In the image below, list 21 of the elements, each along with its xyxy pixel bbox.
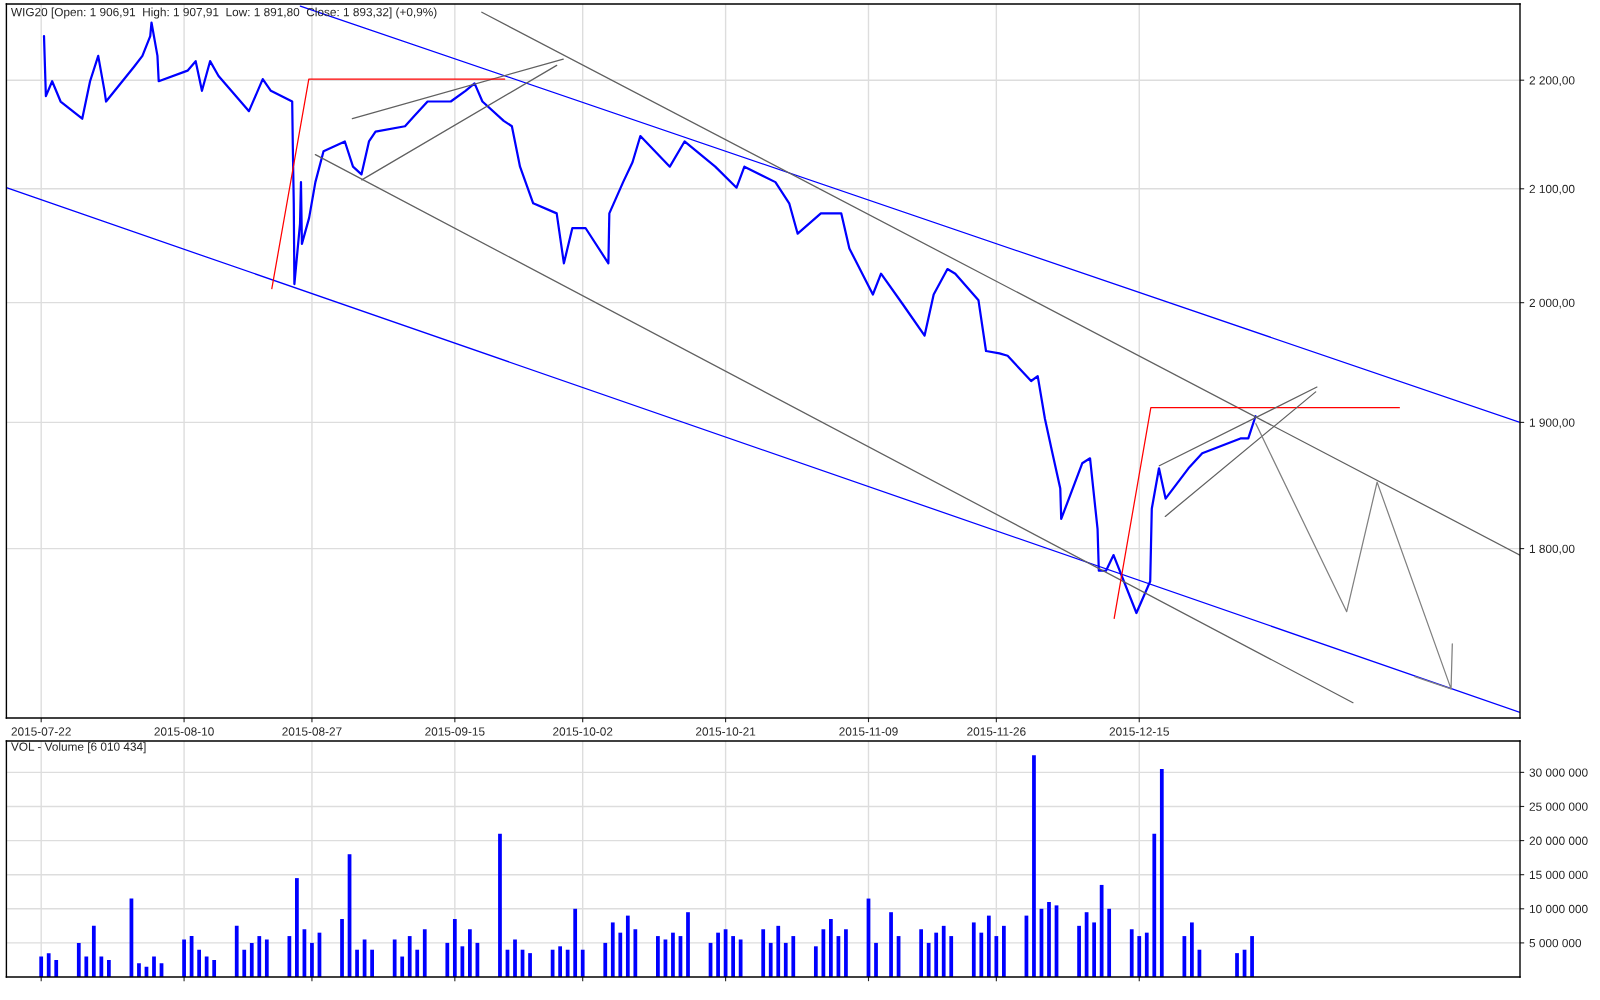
y-tick-label: 25 000 000 — [1529, 802, 1588, 811]
x-tick-label: 2015-08-27 — [282, 727, 342, 736]
y-tick-label: 20 000 000 — [1529, 836, 1588, 845]
x-tick-label: 2015-09-15 — [425, 727, 485, 736]
y-tick-label: 2 100,00 — [1529, 184, 1575, 195]
y-tick-label: 2 000,00 — [1529, 298, 1575, 309]
x-tick-label: 2015-08-10 — [154, 727, 214, 736]
chart-title: VOL - Volume [6 010 434] — [10, 742, 146, 754]
x-tick-label: 2015-10-21 — [696, 727, 756, 736]
x-tick-label: 2015-11-26 — [967, 727, 1026, 736]
x-tick-label: 2015-07-22 — [11, 727, 71, 736]
x-tick-label: 2015-12-15 — [1109, 727, 1169, 736]
y-tick-label: 15 000 000 — [1529, 870, 1588, 880]
y-tick-label: 10 000 000 — [1529, 904, 1588, 914]
y-tick-label: 1 900,00 — [1529, 418, 1575, 429]
y-tick-label: 5 000 000 — [1529, 938, 1582, 948]
x-tick-label: 2015-10-02 — [553, 727, 613, 736]
y-tick-label: 1 800,00 — [1529, 544, 1575, 555]
y-tick-label: 30 000 000 — [1529, 768, 1588, 777]
y-tick-label: 2 200,00 — [1529, 76, 1575, 86]
x-tick-label: 2015-11-09 — [839, 727, 898, 736]
